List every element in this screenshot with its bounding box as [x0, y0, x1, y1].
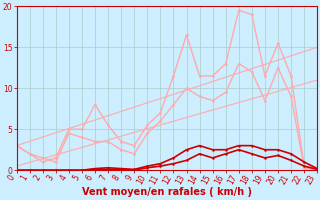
X-axis label: Vent moyen/en rafales ( km/h ): Vent moyen/en rafales ( km/h ) [82, 187, 252, 197]
